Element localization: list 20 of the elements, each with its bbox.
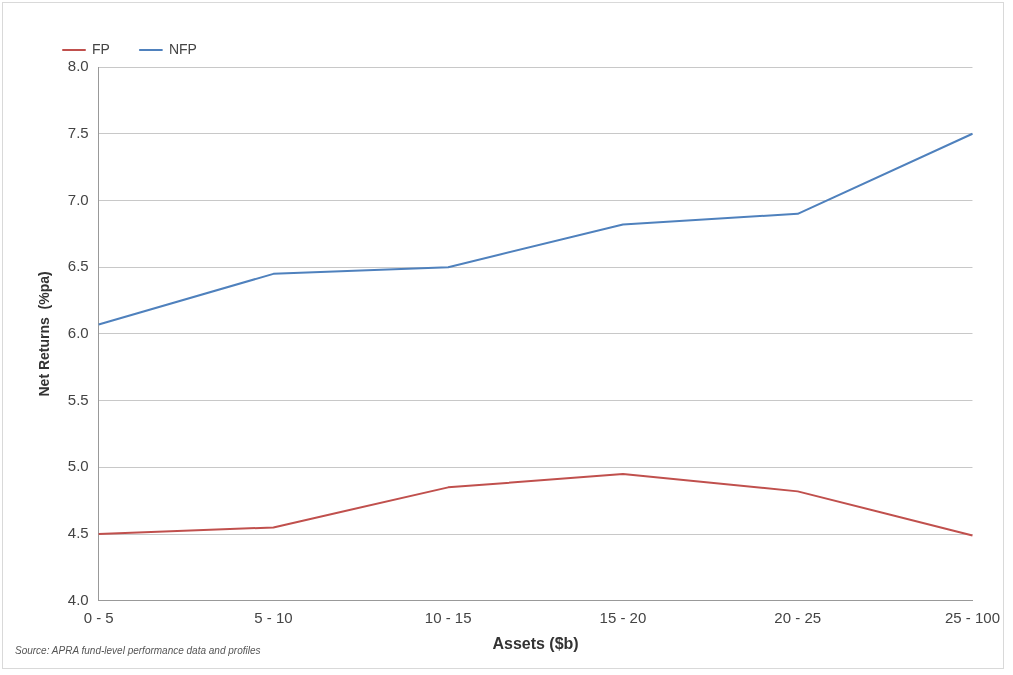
source-note: Source: APRA fund-level performance data and profiles bbox=[15, 645, 261, 656]
x-tick-label: 25 - 100 bbox=[944, 608, 1000, 626]
legend-label: NFP bbox=[168, 40, 197, 57]
x-tick-label: 15 - 20 bbox=[599, 608, 647, 626]
y-axis-title: Net Returns (%pa) bbox=[36, 271, 53, 397]
x-tick-label: 10 - 15 bbox=[424, 608, 472, 626]
y-tick-label: 6.0 bbox=[67, 324, 89, 342]
x-axis-title: Assets ($b) bbox=[492, 634, 579, 652]
y-tick-label: 7.5 bbox=[67, 123, 89, 141]
x-tick-label: 20 - 25 bbox=[774, 608, 822, 626]
legend-label: FP bbox=[92, 40, 110, 57]
y-tick-label: 6.5 bbox=[67, 257, 89, 275]
x-tick-label: 0 - 5 bbox=[83, 608, 114, 626]
y-tick-label: 4.5 bbox=[67, 524, 89, 542]
y-tick-label: 7.0 bbox=[67, 190, 89, 208]
y-tick-label: 5.0 bbox=[67, 457, 89, 475]
x-tick-label: 5 - 10 bbox=[254, 608, 293, 626]
y-tick-label: 4.0 bbox=[67, 590, 89, 608]
y-tick-label: 5.5 bbox=[67, 390, 89, 408]
y-tick-label: 8.0 bbox=[67, 57, 89, 75]
